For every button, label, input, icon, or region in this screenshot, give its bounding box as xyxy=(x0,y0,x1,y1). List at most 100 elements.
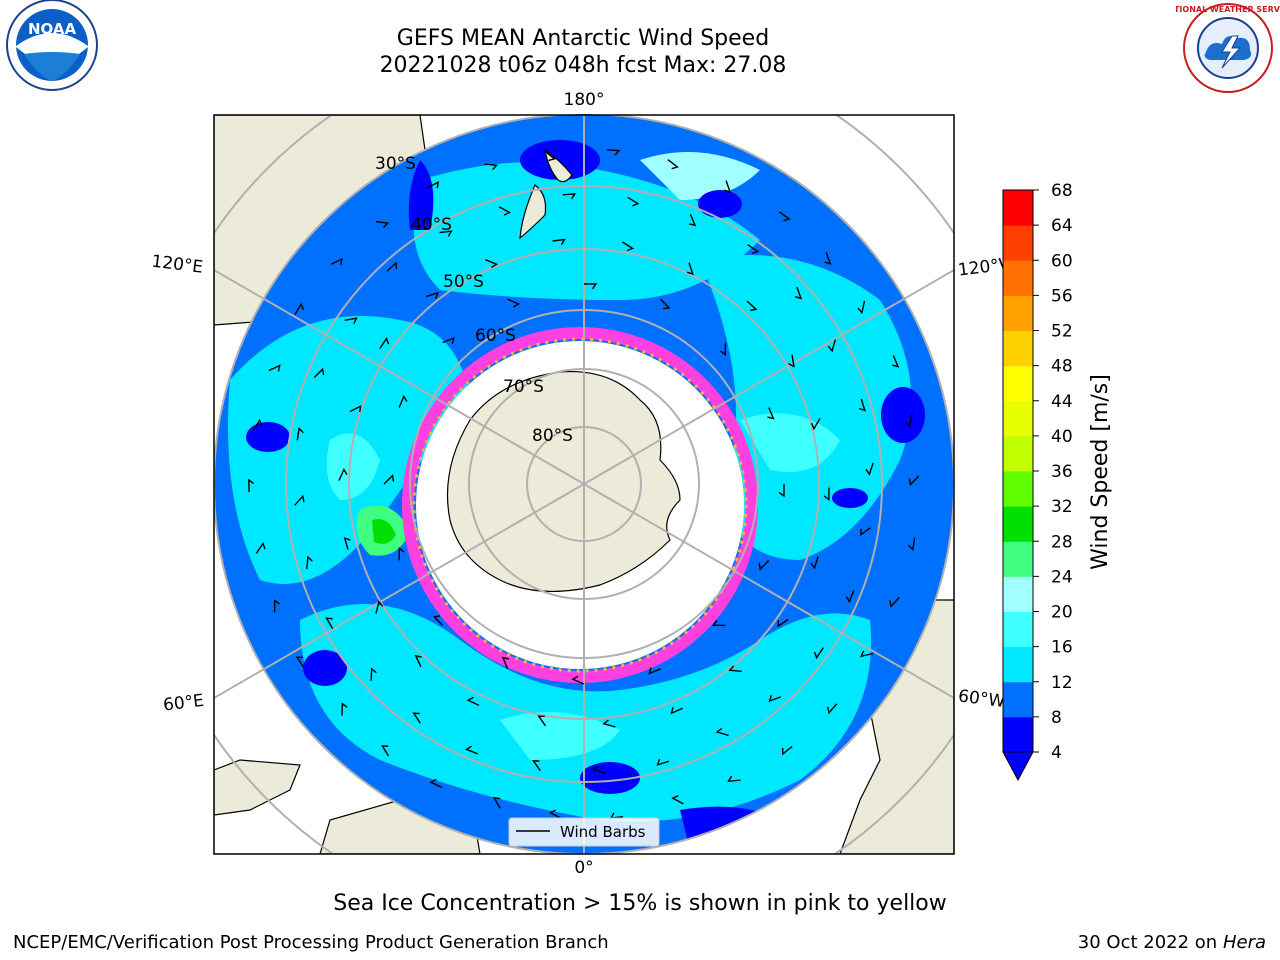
wind-barb xyxy=(648,667,661,675)
wind-barb xyxy=(667,159,679,170)
wind-barb xyxy=(414,655,422,668)
wind-barb xyxy=(248,478,255,493)
wind-barb xyxy=(296,427,304,441)
graticule xyxy=(214,115,954,854)
wind-barb xyxy=(719,342,727,356)
colorbar-segment xyxy=(1003,225,1033,261)
wind-barb xyxy=(562,193,577,200)
wind-barb xyxy=(432,615,444,626)
lat-label-60s: 60°S xyxy=(475,326,516,346)
wind-barb xyxy=(767,407,775,420)
lon-label-lower-right: 60°W xyxy=(957,686,1006,712)
wind-barb xyxy=(689,213,697,227)
wind-barb xyxy=(252,418,263,431)
wind-barb xyxy=(485,259,499,268)
wind-barb xyxy=(427,180,439,189)
wind-barb xyxy=(671,794,684,805)
wind-barb xyxy=(584,283,598,290)
wind-barb xyxy=(341,702,348,716)
colorbar-segment xyxy=(1003,506,1033,542)
wind-barbs-legend: Wind Barbs xyxy=(508,817,660,847)
wind-barb xyxy=(845,590,855,604)
wind-barb xyxy=(466,696,480,707)
wind-barb xyxy=(908,537,916,551)
wind-barb xyxy=(412,712,421,724)
wind-barb xyxy=(306,555,313,570)
wind-barbs xyxy=(248,149,920,819)
wind-barb xyxy=(501,656,509,670)
wind-barb xyxy=(860,527,872,536)
wind-barb xyxy=(823,487,830,501)
wind-barb xyxy=(344,317,358,324)
wind-barb xyxy=(602,719,616,728)
colorbar-tick-label: 4 xyxy=(1051,743,1062,763)
wind-barb xyxy=(386,261,398,272)
colorbar-tick-label: 24 xyxy=(1051,567,1073,587)
chart-subtitle: 20221028 t06z 048h fcst Max: 27.08 xyxy=(379,53,787,78)
wind-barb xyxy=(827,339,837,353)
colorbar-tick-label: 40 xyxy=(1051,427,1073,447)
wind-barb xyxy=(746,300,758,312)
wind-barb xyxy=(778,484,785,498)
wind-barb xyxy=(484,163,499,171)
colorbar-segment xyxy=(1003,716,1033,753)
colorbar-segment xyxy=(1003,435,1033,472)
colorbar-tick-label: 56 xyxy=(1051,286,1073,306)
colorbar-extend-arrow xyxy=(1002,751,1034,782)
svg-text:NOAA: NOAA xyxy=(28,20,77,38)
lat-label-70s: 70°S xyxy=(503,377,544,397)
colorbar-segment xyxy=(1003,295,1033,331)
lat-label-30s: 30°S xyxy=(375,154,416,174)
wind-barb xyxy=(592,765,606,774)
wind-barb xyxy=(383,474,395,485)
colorbar-tick-label: 60 xyxy=(1051,251,1073,271)
wind-barb xyxy=(728,665,742,673)
colorbar-segment xyxy=(1003,471,1033,507)
colorbar-tick-label: 52 xyxy=(1051,322,1073,342)
wind-barb xyxy=(904,414,913,428)
colorbar-tick-label: 36 xyxy=(1051,462,1073,482)
wind-barb xyxy=(747,244,760,255)
colorbar-tick-label: 20 xyxy=(1051,603,1073,623)
wind-barb xyxy=(627,196,640,207)
wind-barb xyxy=(670,707,683,715)
colorbar-tick-label: 48 xyxy=(1051,357,1073,377)
wind-barb xyxy=(268,364,281,372)
colorbar-segment xyxy=(1003,365,1033,402)
colorbar-segment xyxy=(1003,400,1033,437)
wind-barb xyxy=(442,336,455,345)
colorbar-segment xyxy=(1003,576,1033,612)
wind-barb xyxy=(313,367,325,379)
wind-barb xyxy=(439,230,453,237)
lon-label-top: 180° xyxy=(564,90,605,110)
wind-barb xyxy=(656,758,670,766)
wind-barb xyxy=(273,599,280,613)
wind-barb xyxy=(343,536,351,550)
wind-barb xyxy=(810,418,821,431)
wind-barb xyxy=(622,241,635,252)
colorbar-label: Wind Speed [m/s] xyxy=(1088,374,1113,570)
footer-left: NCEP/EMC/Verification Post Processing Pr… xyxy=(13,932,609,953)
wind-barb xyxy=(860,650,874,658)
lon-label-upper-left: 120°E xyxy=(150,252,204,278)
wind-barb xyxy=(544,150,556,162)
colorbar-segment xyxy=(1003,330,1033,367)
lon-label-bottom: 0° xyxy=(574,858,593,878)
wind-barb xyxy=(532,760,541,772)
wind-barb xyxy=(498,206,512,216)
wind-barb xyxy=(548,809,562,819)
wind-barb xyxy=(908,475,920,486)
colorbar-tick-label: 28 xyxy=(1051,532,1073,552)
lat-label-80s: 80°S xyxy=(532,426,573,446)
footer-host: Hera xyxy=(1222,932,1266,953)
wind-barb xyxy=(294,494,305,506)
caption: Sea Ice Concentration > 15% is shown in … xyxy=(333,891,947,916)
wind-barb xyxy=(379,337,390,349)
colorbar-tick-label: 68 xyxy=(1051,181,1073,201)
wind-barb xyxy=(865,462,874,476)
colorbar-segment xyxy=(1003,611,1033,648)
lat-label-50s: 50°S xyxy=(443,272,484,292)
wind-barb xyxy=(398,547,405,561)
